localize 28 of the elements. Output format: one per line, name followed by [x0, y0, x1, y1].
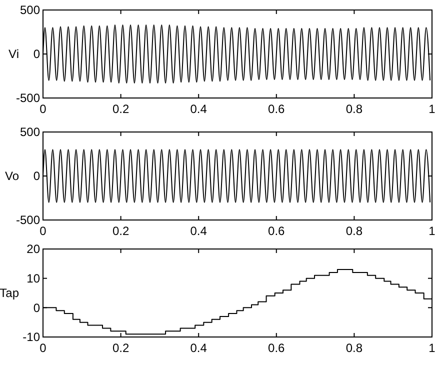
y-axis-title: Vi — [8, 47, 19, 62]
x-tick-label: 0.4 — [190, 102, 208, 116]
x-tick-label: 1 — [428, 341, 436, 355]
x-tick-label: 0.6 — [268, 102, 286, 116]
y-tick-label: -500 — [16, 91, 40, 106]
x-tick-label: 0.6 — [268, 224, 286, 238]
x-tick-label: 0.4 — [190, 224, 208, 238]
y-tick-label: -500 — [16, 213, 40, 228]
x-tick-label: 0.8 — [346, 224, 363, 238]
x-tick-label: 1 — [428, 102, 436, 116]
y-tick-label: 20 — [26, 242, 40, 256]
y-tick-label: -10 — [22, 330, 40, 344]
x-tick-label: 0.4 — [190, 341, 208, 355]
y-tick-label: 0 — [33, 300, 40, 315]
x-tick-label: 0.8 — [346, 102, 363, 116]
y-axis-title: Tap — [0, 286, 20, 300]
x-tick-label: 0.6 — [268, 341, 286, 355]
x-tick-label: 0.2 — [112, 102, 130, 116]
y-tick-label: 500 — [20, 125, 40, 140]
x-tick-label: 1 — [428, 224, 436, 238]
y-tick-label: 0 — [33, 47, 40, 62]
y-tick-label: 500 — [20, 3, 40, 18]
x-tick-label: 0.2 — [112, 224, 130, 238]
x-tick-label: 0.8 — [346, 341, 363, 355]
y-axis-title: Vo — [4, 169, 20, 184]
x-tick-label: 0.2 — [112, 341, 130, 355]
y-tick-label: 10 — [26, 272, 40, 286]
y-tick-label: 0 — [33, 169, 40, 184]
